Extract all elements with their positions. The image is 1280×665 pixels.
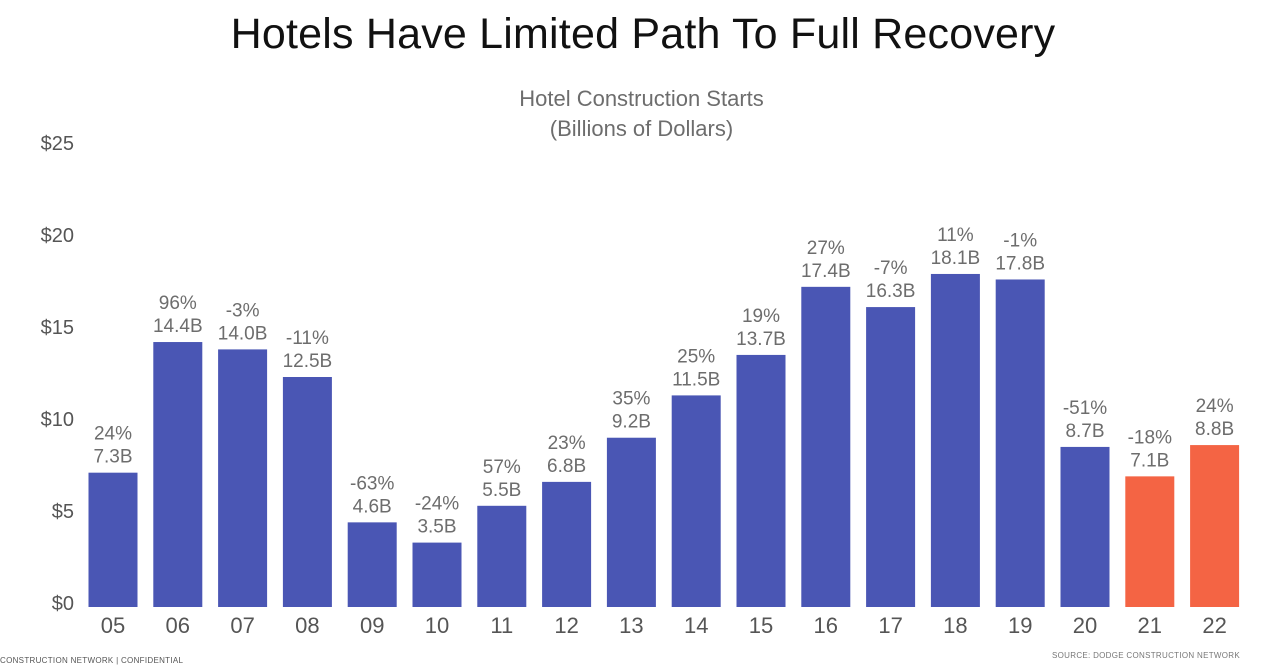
value-label: 14.4B — [153, 316, 203, 337]
x-tick-label: 19 — [1008, 613, 1032, 638]
bar — [1190, 445, 1240, 607]
value-label: 14.0B — [218, 323, 268, 344]
x-tick-label: 05 — [101, 613, 125, 638]
pct-change-label: -7% — [874, 258, 908, 279]
bar — [1060, 446, 1110, 607]
pct-change-label: 96% — [159, 293, 197, 314]
value-label: 12.5B — [283, 351, 333, 372]
y-tick-label: $0 — [52, 593, 74, 615]
value-label: 4.6B — [353, 496, 392, 517]
bar — [1125, 476, 1175, 607]
pct-change-label: 35% — [612, 389, 650, 410]
x-tick-label: 16 — [814, 613, 838, 638]
bar — [412, 542, 462, 607]
pct-change-label: 11% — [937, 225, 974, 246]
value-label: 3.5B — [417, 517, 456, 538]
bar — [153, 342, 203, 607]
bar — [995, 279, 1045, 607]
pct-change-label: -11% — [286, 328, 329, 349]
value-label: 18.1B — [931, 248, 981, 269]
page-title: Hotels Have Limited Path To Full Recover… — [230, 10, 1056, 58]
bar — [218, 349, 268, 607]
value-label: 7.3B — [93, 447, 132, 468]
x-tick-label: 18 — [943, 613, 967, 638]
pct-change-label: -3% — [226, 300, 260, 321]
pct-change-label: 24% — [1196, 396, 1234, 417]
value-label: 9.2B — [612, 412, 651, 433]
bar — [477, 505, 527, 607]
bar — [801, 286, 851, 607]
footer-source: SOURCE: DODGE CONSTRUCTION NETWORK — [1052, 651, 1240, 660]
x-tick-label: 09 — [360, 613, 384, 638]
value-label: 8.7B — [1065, 421, 1104, 442]
x-tick-label: 07 — [230, 613, 254, 638]
pct-change-label: 24% — [94, 424, 132, 445]
x-tick-label: 13 — [619, 613, 643, 638]
pct-change-label: -24% — [415, 494, 459, 515]
x-tick-label: 22 — [1202, 613, 1226, 638]
x-tick-label: 08 — [295, 613, 319, 638]
pct-change-label: -51% — [1063, 398, 1107, 419]
footer-confidential: CONSTRUCTION NETWORK | CONFIDENTIAL — [0, 656, 184, 665]
bar — [866, 307, 916, 607]
value-label: 11.5B — [672, 369, 720, 390]
x-tick-label: 10 — [425, 613, 449, 638]
bar — [542, 481, 592, 607]
bar — [88, 472, 138, 607]
bar — [347, 522, 397, 607]
x-tick-label: 06 — [166, 613, 190, 638]
value-label: 17.8B — [995, 253, 1045, 274]
chart-subtitle: (Billions of Dollars) — [549, 116, 734, 141]
y-tick-label: $20 — [41, 225, 74, 247]
pct-change-label: 23% — [548, 433, 586, 454]
value-label: 8.8B — [1195, 419, 1234, 440]
bar — [606, 437, 656, 607]
x-tick-label: 20 — [1073, 613, 1097, 638]
x-tick-label: 14 — [684, 613, 708, 638]
x-tick-label: 17 — [878, 613, 902, 638]
bar — [736, 354, 786, 607]
chart-title: Hotel Construction Starts — [519, 86, 764, 111]
value-label: 13.7B — [736, 329, 786, 350]
pct-change-label: 25% — [677, 346, 715, 367]
value-label: 6.8B — [547, 456, 586, 477]
pct-change-label: 19% — [742, 306, 780, 327]
x-tick-label: 15 — [749, 613, 773, 638]
value-label: 16.3B — [866, 281, 916, 302]
bar — [671, 395, 721, 607]
value-label: 17.4B — [801, 261, 851, 282]
x-tick-label: 12 — [554, 613, 578, 638]
pct-change-label: -18% — [1128, 427, 1172, 448]
pct-change-label: 27% — [807, 238, 845, 259]
bar — [930, 273, 980, 607]
x-tick-label: 21 — [1138, 613, 1162, 638]
value-label: 7.1B — [1130, 450, 1169, 471]
bar — [282, 377, 332, 607]
value-label: 5.5B — [482, 480, 521, 501]
pct-change-label: -1% — [1003, 230, 1037, 251]
pct-change-label: -63% — [350, 473, 394, 494]
y-tick-label: $15 — [41, 317, 74, 339]
y-tick-label: $25 — [41, 133, 74, 155]
x-tick-label: 11 — [490, 613, 513, 638]
y-tick-label: $10 — [41, 409, 74, 431]
pct-change-label: 57% — [483, 457, 521, 478]
y-tick-label: $5 — [52, 501, 74, 523]
